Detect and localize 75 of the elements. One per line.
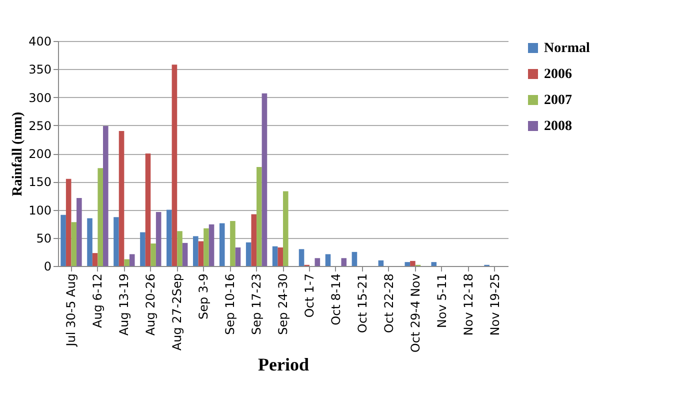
bar [140,232,146,266]
legend-label: 2006 [544,67,572,82]
bar [60,214,66,266]
x-tick-label: Sep 10-16 [223,274,238,335]
bar [219,223,225,266]
x-tick-label: Oct 22-28 [382,274,396,333]
x-axis-title: Period [258,354,309,375]
bar [193,236,198,266]
x-tick-label: Nov 5-11 [434,274,449,328]
bar [114,217,119,266]
bar [410,260,416,266]
y-tick-label: 250 [28,118,52,133]
y-tick-label: 0 [44,260,52,274]
bar [256,167,262,266]
bar [208,224,214,266]
bar [92,253,98,266]
bar [341,258,347,266]
bar [182,242,188,266]
bar [156,212,162,266]
x-tick-label: Sep 17-23 [250,274,264,335]
y-tick-label: 150 [28,175,52,190]
bar [298,249,304,266]
y-tick-label: 300 [28,90,52,105]
bar [118,131,124,266]
bar [177,231,182,266]
y-tick-label: 100 [28,203,52,218]
bar [235,247,241,266]
bar [378,260,384,266]
y-tick-label: 400 [28,34,52,48]
legend-label: 2008 [544,119,572,134]
bar [325,254,331,266]
x-tick-label: Aug 20-26 [144,274,158,336]
legend-label: 2007 [544,93,572,108]
bar [71,222,77,266]
x-tick-label: Aug 27-2Sep [170,274,184,351]
bar [204,228,209,266]
x-tick-label: Jul 30-5 Aug [64,274,78,348]
bar [431,262,437,266]
y-tick-label: 350 [28,62,52,77]
x-tick-label: Sep 3-9 [196,274,211,320]
x-tick-label: Oct 8-14 [328,274,343,326]
legend-label: Normal [544,41,590,56]
x-tick-label: Oct 15-21 [355,274,370,333]
bar [283,191,288,266]
bar [172,64,178,266]
bar [198,241,204,266]
bar [314,258,320,266]
bar [145,154,151,266]
bar [124,259,130,266]
bar [166,210,172,266]
bar [87,218,92,266]
bar [150,244,156,266]
bar [98,168,103,266]
x-tick-label: Oct 1-7 [302,274,316,318]
bar [272,246,278,266]
x-tick-label: Nov 19-25 [488,274,502,336]
x-tick-label: Nov 12-18 [461,274,476,336]
bar [404,262,410,266]
bar [278,247,283,266]
bar [251,214,257,266]
y-tick-label: 50 [36,231,52,246]
x-tick-label: Aug 13-19 [117,274,132,336]
bar [66,178,72,266]
x-tick-label: Aug 6-12 [90,274,105,328]
x-tick-label: Sep 24-30 [276,274,290,335]
bar [76,198,82,266]
y-tick-label: 200 [28,147,52,161]
bar [352,252,358,266]
bar [230,221,236,266]
bar [103,126,108,266]
bar [246,242,252,266]
x-tick-label: Oct 29-4 Nov [408,274,422,353]
y-axis-title: Rainfall (mm) [10,111,26,196]
bar [129,254,135,266]
bar [262,93,268,266]
